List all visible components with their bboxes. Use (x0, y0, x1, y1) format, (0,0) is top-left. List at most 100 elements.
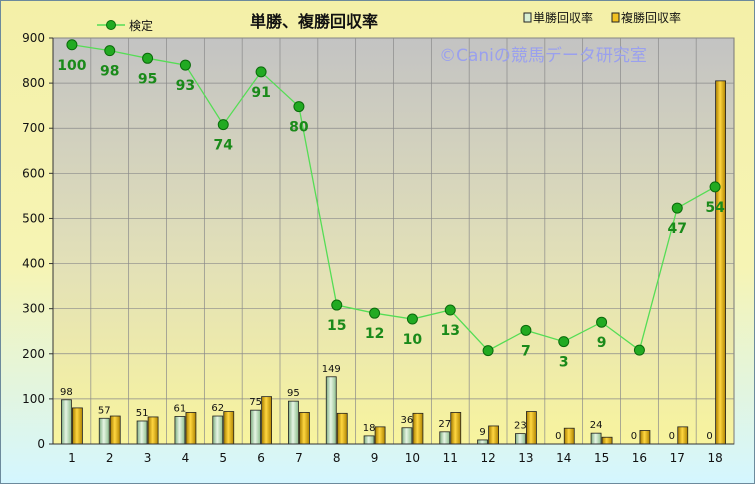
place-bar (677, 426, 689, 445)
line-point (179, 59, 191, 71)
place-bar (526, 411, 537, 445)
y-axis: 0 100 200 300 400 500 600 700 800 900 (22, 31, 54, 451)
line-point-label: 98 (100, 64, 119, 80)
line-point-label: 74 (214, 138, 234, 154)
line-point-label: 7 (521, 343, 531, 359)
x-tick-label: 13 (518, 451, 533, 465)
place-bar (72, 407, 83, 445)
win-bar (288, 400, 299, 445)
x-tick-label: 7 (295, 451, 303, 465)
line-series: 100 98 95 93 74 91 80 15 12 10 13 7 3 9 47 54 (57, 39, 725, 371)
win-bar-label: 75 (249, 397, 262, 408)
x-tick-label: 5 (219, 451, 227, 465)
win-bar (477, 439, 488, 445)
y-tick-label: 400 (22, 257, 45, 271)
win-bar (439, 431, 451, 445)
win-bar-label: 23 (514, 421, 527, 432)
line-point (104, 45, 116, 57)
x-tick-label: 16 (632, 451, 647, 465)
win-bar-label: 61 (174, 403, 187, 414)
line-point-label: 13 (441, 323, 460, 339)
place-bar (261, 396, 272, 445)
legend-line-label: 検定 (129, 18, 153, 33)
y-tick-label: 900 (22, 31, 45, 45)
place-bar (147, 416, 159, 445)
place-bar (563, 427, 575, 445)
x-tick-label: 17 (670, 451, 685, 465)
y-tick-label: 0 (37, 437, 45, 451)
win-bar-label: 0 (669, 431, 675, 442)
place-bar (109, 415, 121, 445)
watermark-text: ©Caniの競馬データ研究室 (439, 45, 647, 66)
line-point (255, 66, 267, 78)
line-point (66, 39, 78, 51)
win-bar (61, 399, 72, 445)
x-tick-label: 9 (371, 451, 379, 465)
line-point (293, 101, 305, 113)
line-point (444, 304, 456, 316)
line-point-label: 91 (251, 85, 270, 101)
x-axis: 1 2 3 4 5 6 7 8 9 10 11 12 13 14 15 16 17 18 (53, 443, 734, 465)
line-point-label: 93 (176, 78, 195, 94)
y-tick-label: 500 (22, 211, 45, 225)
line-point (633, 344, 645, 356)
win-bar-label: 51 (136, 408, 149, 419)
line-point (406, 313, 418, 325)
line-point (331, 299, 343, 311)
place-bar (639, 430, 651, 445)
x-tick-label: 1 (68, 451, 76, 465)
x-tick-label: 18 (707, 451, 722, 465)
line-path (71, 44, 716, 352)
line-point-label: 15 (327, 318, 346, 334)
win-bar (250, 409, 261, 445)
place-bar (336, 412, 348, 445)
win-bar-label: 62 (211, 403, 224, 414)
y-tick-label: 100 (22, 392, 45, 406)
x-tick-label: 15 (594, 451, 609, 465)
place-bar (374, 426, 386, 445)
win-bar (212, 415, 224, 445)
place-bar (488, 425, 499, 445)
win-bar-label: 0 (631, 431, 637, 442)
line-point-label: 12 (365, 326, 384, 342)
x-tick-label: 14 (556, 451, 571, 465)
line-point (671, 202, 683, 214)
line-point (482, 345, 494, 357)
legend-place-swatch (611, 12, 620, 23)
line-point-label: 80 (289, 120, 309, 136)
legend-line: 検定 (97, 18, 153, 33)
win-bar-label: 0 (706, 431, 712, 442)
win-bar-label: 0 (555, 431, 561, 442)
legend-bar-win: 単勝回収率 (523, 10, 593, 25)
line-point (142, 52, 154, 64)
place-bar (412, 412, 424, 445)
y-tick-label: 300 (22, 302, 45, 316)
place-bar (715, 80, 726, 445)
y-tick-label: 800 (22, 76, 45, 90)
line-point (596, 316, 608, 328)
x-tick-label: 11 (443, 451, 458, 465)
place-bar (185, 412, 197, 445)
win-bar (590, 432, 602, 445)
win-bar (174, 416, 186, 445)
place-bar (223, 411, 235, 445)
win-bar (325, 376, 337, 445)
bar-labels: 98 57 51 61 62 75 95 149 18 36 27 9 23 0 24 0 0 0 (60, 364, 713, 442)
line-point (558, 336, 570, 348)
win-bar-label: 95 (287, 388, 300, 399)
line-point-label: 54 (705, 200, 725, 216)
win-bar-label: 149 (322, 364, 341, 375)
line-point (709, 181, 721, 193)
y-tick-label: 600 (22, 166, 45, 180)
x-tick-label: 2 (106, 451, 114, 465)
x-tick-label: 6 (257, 451, 265, 465)
legend-place-label: 複勝回収率 (621, 10, 681, 25)
y-tick-label: 700 (22, 121, 45, 135)
win-bar (363, 435, 375, 445)
win-bar-label: 24 (590, 420, 603, 431)
line-point (520, 324, 532, 336)
legend-dot-icon (106, 20, 116, 30)
line-point-label: 3 (559, 355, 569, 371)
x-tick-label: 12 (480, 451, 495, 465)
